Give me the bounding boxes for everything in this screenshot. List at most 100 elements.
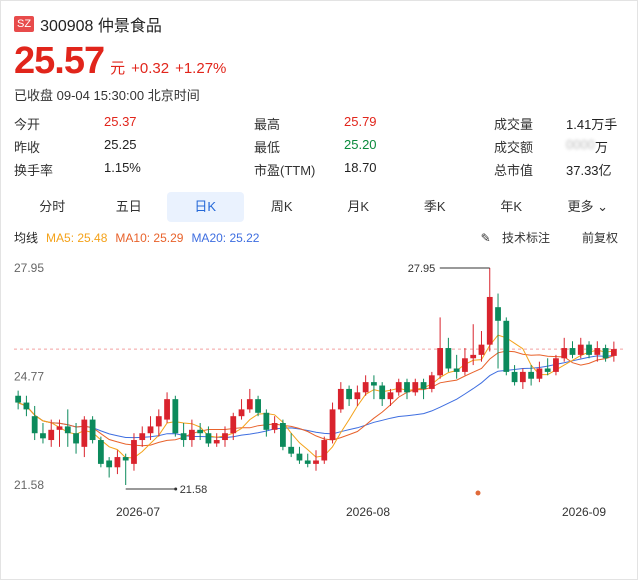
tab-6[interactable]: 年K bbox=[473, 192, 550, 222]
ma5-line bbox=[17, 334, 614, 459]
x-tick-label: 2026-08 bbox=[346, 505, 390, 519]
candle-body bbox=[404, 382, 410, 393]
low-price-label: 21.58 bbox=[180, 484, 208, 496]
candle-body bbox=[81, 419, 88, 447]
candle-body bbox=[553, 358, 559, 372]
candle-body bbox=[544, 368, 551, 372]
stat-label: 市盈(TTM) bbox=[254, 163, 316, 178]
stat-cell: 成交额 0000 万 bbox=[494, 137, 626, 156]
candle-body bbox=[478, 344, 485, 355]
candle-body bbox=[155, 416, 162, 427]
stat-label: 换手率 bbox=[14, 163, 54, 178]
ma-label: 均线 bbox=[14, 231, 39, 245]
y-tick-label: 27.95 bbox=[14, 261, 44, 275]
stat-cell: 今开 25.37 bbox=[14, 114, 254, 133]
candle-body bbox=[97, 440, 104, 464]
candle-body bbox=[337, 388, 344, 410]
period-tabs: 分时 五日 日K 周K 月K 季K 年K 更多 ⌄ bbox=[14, 192, 626, 222]
stat-value: 25.20 bbox=[344, 137, 377, 152]
ma20-value: MA20: 25.22 bbox=[191, 230, 260, 245]
stat-cell: 最高 25.79 bbox=[254, 114, 494, 133]
market-status: 已收盘 09-04 15:30:00 北京时间 bbox=[14, 88, 200, 103]
stat-value: 1.41万手 bbox=[566, 117, 618, 132]
tab-2[interactable]: 日K bbox=[167, 192, 244, 222]
candle-body bbox=[255, 399, 261, 413]
candle-body bbox=[445, 348, 452, 369]
candle-body bbox=[371, 382, 377, 386]
candle-body bbox=[346, 388, 352, 400]
low-marker-dot bbox=[174, 487, 178, 491]
tab-3[interactable]: 周K bbox=[244, 192, 321, 222]
stat-cell: 最低 25.20 bbox=[254, 137, 494, 156]
candle-body bbox=[56, 426, 63, 430]
price-row: 25.57 元 +0.32 +1.27% bbox=[14, 40, 226, 83]
candle-body bbox=[395, 382, 402, 393]
candle-body bbox=[48, 429, 55, 441]
candle-body bbox=[31, 416, 38, 434]
candle-body bbox=[213, 440, 220, 444]
candle-body bbox=[114, 457, 121, 468]
y-tick-label: 24.77 bbox=[14, 369, 44, 383]
candle-body bbox=[40, 433, 46, 439]
candle-body bbox=[15, 395, 22, 403]
candle-body bbox=[362, 382, 369, 393]
candle-body bbox=[387, 392, 394, 400]
stat-label: 最低 bbox=[254, 140, 281, 155]
candle-body bbox=[602, 348, 609, 359]
candle-body bbox=[205, 433, 212, 444]
candle-body bbox=[569, 348, 576, 355]
tech-annotation-button[interactable]: ✎ 技术标注 bbox=[481, 229, 558, 246]
candle-body bbox=[379, 385, 386, 400]
tab-label: 更多 bbox=[567, 199, 594, 214]
candle-body bbox=[610, 349, 617, 356]
stat-label: 成交额 bbox=[494, 140, 534, 155]
candle-body bbox=[246, 399, 253, 410]
tab-1[interactable]: 五日 bbox=[91, 192, 168, 222]
candle-body bbox=[594, 348, 601, 355]
candle-body bbox=[561, 348, 568, 359]
candle-body bbox=[354, 392, 361, 400]
stat-row: 今开 25.37 最高 25.79 成交量 1.41万手 bbox=[14, 112, 626, 135]
y-tick-label: 21.58 bbox=[14, 478, 44, 492]
stat-value: 18.70 bbox=[344, 160, 377, 175]
ma-legend: 均线 MA5: 25.48 MA10: 25.29 MA20: 25.22 ✎ … bbox=[14, 229, 626, 246]
candle-body bbox=[329, 409, 336, 441]
candle-body bbox=[197, 429, 204, 434]
tab-7[interactable]: 更多 ⌄ bbox=[550, 192, 627, 222]
candle-body bbox=[222, 433, 228, 441]
candle-body bbox=[519, 371, 526, 383]
candle-body bbox=[131, 440, 137, 464]
ma10-value: MA10: 25.29 bbox=[115, 230, 184, 245]
stat-value: 25.25 bbox=[104, 137, 137, 152]
candle-body bbox=[296, 453, 303, 461]
stat-label: 今开 bbox=[14, 117, 41, 132]
stat-value: 25.37 bbox=[104, 114, 137, 129]
adjust-price-button[interactable]: 前复权 bbox=[581, 231, 618, 245]
stat-label: 成交量 bbox=[494, 117, 534, 132]
stat-value: 1.15% bbox=[104, 160, 141, 175]
candle-body bbox=[271, 423, 278, 430]
currency-label: 元 bbox=[110, 60, 126, 77]
ma5-value: MA5: 25.48 bbox=[46, 230, 108, 245]
tab-5[interactable]: 季K bbox=[397, 192, 474, 222]
stat-value: 万 bbox=[594, 140, 608, 155]
event-marker-dot bbox=[475, 490, 481, 496]
candle-body bbox=[106, 460, 113, 468]
tab-0[interactable]: 分时 bbox=[14, 192, 91, 222]
tab-label: 季K bbox=[423, 199, 446, 214]
candle-body bbox=[188, 429, 195, 441]
tab-4[interactable]: 月K bbox=[320, 192, 397, 222]
tab-label: 月K bbox=[347, 199, 370, 214]
stat-value: 25.79 bbox=[344, 114, 377, 129]
candle-body bbox=[453, 368, 460, 372]
exchange-badge: SZ bbox=[14, 16, 35, 32]
stat-cell: 总市值 37.33亿 bbox=[494, 160, 626, 179]
price-change-pct: +1.27% bbox=[175, 60, 227, 77]
tab-label: 年K bbox=[500, 199, 523, 214]
candle-body bbox=[230, 416, 237, 434]
pen-icon: ✎ bbox=[480, 231, 491, 245]
stock-header: SZ 300908 仲景食品 bbox=[14, 12, 162, 36]
candle-body bbox=[437, 348, 444, 376]
stat-label: 总市值 bbox=[494, 163, 534, 178]
